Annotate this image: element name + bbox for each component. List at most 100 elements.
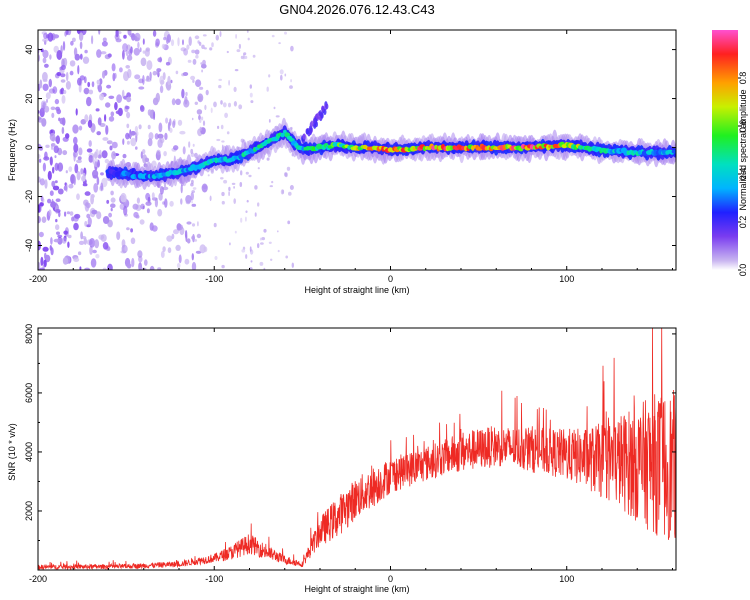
noise-blob: [104, 114, 107, 122]
noise-speck: [266, 86, 269, 92]
noise-blob: [138, 124, 142, 130]
snr-series-line: [38, 328, 676, 570]
noise-speck: [228, 186, 231, 192]
noise-blob: [96, 176, 100, 186]
noise-blob: [191, 261, 197, 270]
noise-speck: [240, 55, 244, 60]
noise-speck: [216, 138, 221, 142]
noise-blob: [78, 240, 85, 245]
noise-blob: [192, 58, 197, 65]
noise-speck: [202, 59, 206, 66]
noise-blob: [160, 250, 165, 258]
noise-blob: [40, 100, 47, 108]
colorbar-tick-label: 0.0: [738, 264, 748, 277]
noise-blob: [140, 105, 145, 112]
noise-speck: [224, 112, 229, 119]
noise-blob: [126, 123, 130, 129]
noise-speck: [222, 102, 227, 108]
noise-blob: [202, 185, 208, 190]
noise-blob: [53, 238, 60, 243]
noise-blob: [119, 67, 123, 73]
noise-blob: [47, 170, 52, 181]
noise-blob: [183, 99, 190, 108]
noise-speck: [193, 239, 198, 242]
noise-blob: [43, 156, 50, 161]
noise-blob: [98, 30, 101, 35]
snr-x-tick-label: -200: [29, 574, 47, 584]
noise-speck: [201, 116, 204, 121]
noise-speck: [215, 34, 219, 41]
noise-blob: [43, 32, 48, 40]
noise-blob: [146, 60, 153, 71]
spec-x-tick-label: 0: [388, 274, 393, 284]
noise-speck: [213, 101, 217, 108]
noise-speck: [207, 174, 210, 177]
noise-blob: [38, 261, 41, 270]
spectrogram-data: [38, 30, 676, 270]
noise-blob: [170, 39, 175, 47]
noise-blob: [138, 86, 145, 90]
colorbar-tick-label: 0.2: [738, 216, 748, 229]
noise-blob: [126, 140, 130, 145]
noise-speck: [254, 185, 258, 190]
noise-blob: [56, 50, 63, 60]
noise-blob: [65, 182, 68, 193]
noise-blob: [199, 86, 204, 90]
noise-blob: [116, 231, 121, 240]
noise-blob: [76, 159, 82, 164]
noise-blob: [55, 224, 60, 231]
noise-blob: [126, 54, 133, 61]
noise-speck: [257, 202, 260, 207]
noise-speck: [289, 185, 294, 190]
noise-speck: [219, 31, 222, 37]
noise-speck: [290, 45, 294, 52]
noise-blob: [78, 147, 83, 156]
noise-blob: [86, 148, 93, 153]
noise-blob: [65, 30, 69, 36]
noise-blob: [100, 172, 104, 176]
noise-blob: [64, 211, 67, 217]
noise-speck: [226, 131, 230, 135]
noise-blob: [65, 170, 68, 174]
noise-speck: [198, 41, 202, 46]
noise-blob: [38, 231, 44, 238]
noise-blob: [73, 257, 80, 263]
noise-blob: [89, 245, 93, 255]
noise-blob: [38, 116, 41, 121]
noise-blob: [147, 138, 153, 147]
noise-blob: [152, 97, 159, 106]
noise-speck: [191, 190, 195, 194]
noise-blob: [120, 192, 127, 203]
side-streak: [318, 110, 322, 117]
snr-y-tick-label: 8000: [24, 324, 34, 344]
noise-speck: [204, 104, 207, 111]
noise-blob: [68, 183, 74, 189]
noise-speck: [269, 185, 273, 188]
noise-blob: [126, 111, 131, 119]
noise-blob: [84, 49, 88, 54]
noise-speck: [195, 54, 199, 59]
noise-blob: [191, 203, 197, 207]
noise-blob: [191, 49, 196, 54]
noise-speck: [239, 182, 243, 187]
noise-blob: [53, 145, 59, 154]
noise-blob: [110, 203, 116, 208]
noise-blob: [47, 198, 52, 204]
noise-blob: [49, 54, 52, 60]
noise-speck: [190, 148, 194, 154]
noise-speck: [245, 216, 247, 222]
noise-blob: [97, 154, 102, 159]
noise-blob: [49, 132, 56, 142]
noise-blob: [155, 38, 160, 47]
noise-blob: [66, 211, 71, 215]
noise-blob: [89, 238, 96, 248]
noise-blob: [73, 222, 79, 231]
noise-blob: [86, 96, 92, 107]
noise-blob: [110, 197, 116, 203]
noise-blob: [51, 112, 55, 118]
noise-speck: [288, 191, 292, 196]
noise-blob: [65, 71, 69, 82]
noise-speck: [203, 246, 208, 253]
noise-blob: [177, 119, 183, 126]
noise-blob: [152, 30, 157, 37]
